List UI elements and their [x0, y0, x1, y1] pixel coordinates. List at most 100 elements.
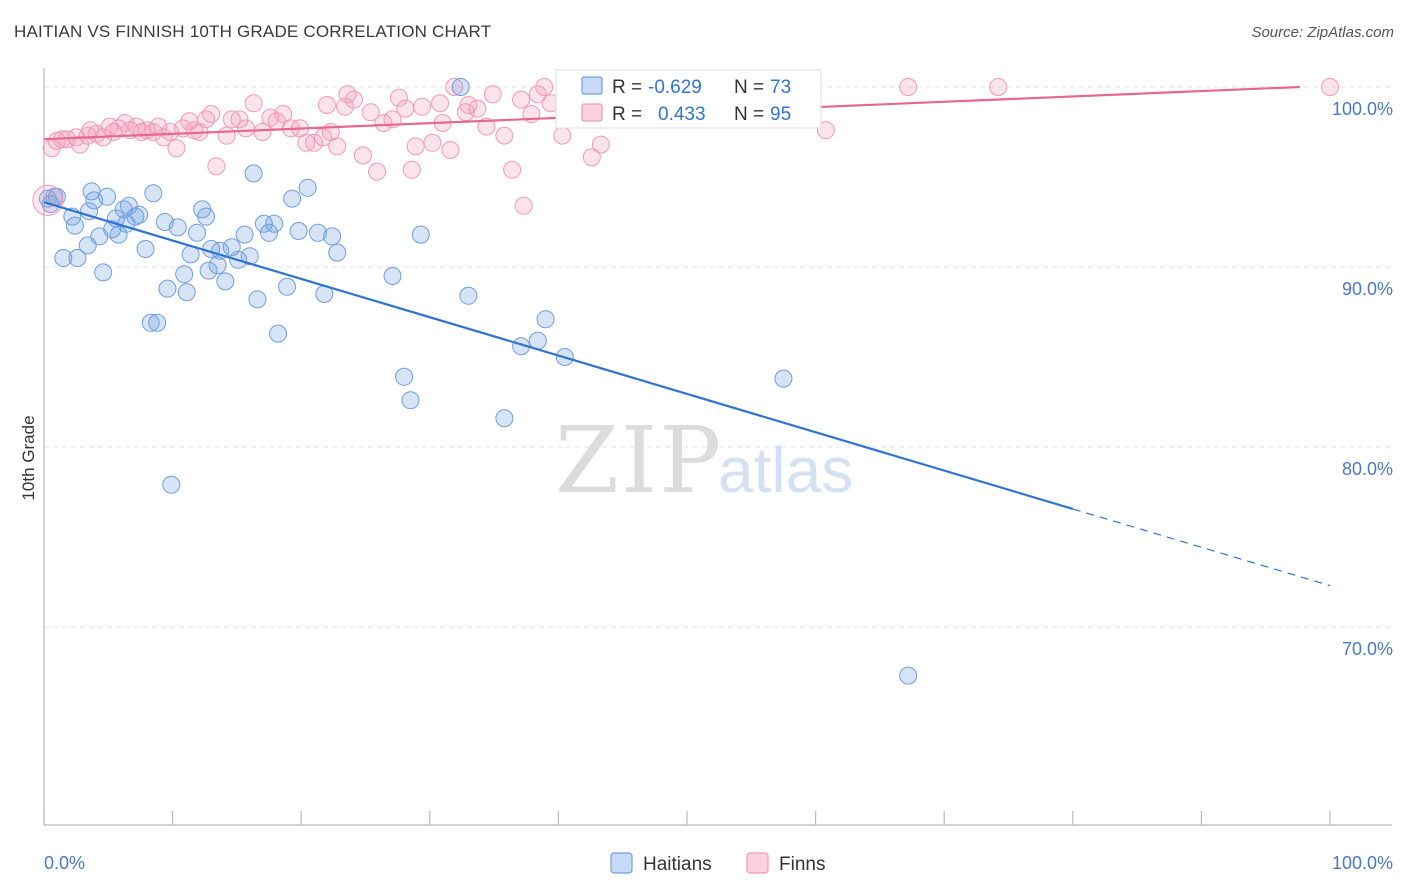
- haitian-point: [401, 391, 420, 410]
- finn-point: [495, 126, 514, 145]
- finn-point: [989, 78, 1008, 96]
- finn-point: [297, 133, 316, 152]
- finn-point: [244, 94, 263, 113]
- haitian-point: [148, 313, 167, 332]
- haitian-point: [459, 286, 478, 305]
- series-legend-swatch-haitians: [610, 852, 633, 874]
- haitian-point: [383, 267, 402, 285]
- haitian-point: [136, 240, 155, 258]
- haitian-point: [141, 313, 160, 332]
- y-tick-labels: 100.0% 90.0% 80.0% 70.0%: [1332, 99, 1393, 659]
- finn-point: [197, 110, 216, 129]
- axes: [43, 68, 1392, 826]
- legend-swatch-haitians: [581, 76, 603, 95]
- finn-point: [32, 184, 64, 216]
- finn-point: [317, 96, 336, 114]
- haitian-point: [536, 310, 555, 329]
- finn-point: [503, 160, 522, 179]
- watermark-zip: ZIP: [555, 407, 723, 514]
- finn-point: [402, 160, 421, 179]
- y-tick-label: 80.0%: [1342, 459, 1393, 479]
- finn-point: [445, 78, 464, 96]
- haitian-point: [451, 78, 470, 96]
- haitians-trend-extension: [1072, 508, 1331, 587]
- haitian-point: [254, 214, 273, 233]
- finn-point: [253, 123, 272, 141]
- finn-point: [816, 121, 835, 140]
- haitian-point: [197, 207, 216, 226]
- stats-legend: R = -0.629 N = 73 R = 0.433 N = 95: [555, 69, 822, 129]
- haitian-point: [130, 205, 149, 224]
- haitian-point: [199, 261, 218, 280]
- x-tick-labels: 0.0% 100.0%: [44, 853, 1393, 873]
- haitian-point: [208, 256, 227, 275]
- x-tick-label: 100.0%: [1332, 853, 1393, 873]
- haitian-point: [248, 290, 267, 309]
- haitians-trend-line: [43, 201, 1074, 510]
- finn-point: [274, 105, 293, 123]
- finn-point: [423, 133, 442, 152]
- finn-point: [468, 99, 487, 118]
- y-tick-label: 90.0%: [1342, 279, 1393, 299]
- haitian-point: [188, 223, 207, 242]
- haitian-point: [244, 164, 263, 183]
- finn-point: [512, 90, 531, 109]
- haitian-point: [899, 666, 918, 685]
- finn-point: [230, 110, 249, 129]
- series-legend: Haitians Finns: [610, 852, 825, 875]
- finn-point: [368, 162, 387, 181]
- haitian-point: [119, 196, 138, 215]
- finn-point: [459, 96, 478, 114]
- finn-point: [413, 97, 432, 116]
- legend-n-value-finns: 95: [770, 104, 791, 125]
- haitian-point: [265, 214, 284, 233]
- series-legend-swatch-finns: [746, 852, 769, 874]
- finn-point: [1321, 78, 1339, 96]
- haitian-point: [269, 324, 288, 343]
- finn-point: [361, 103, 380, 122]
- data-points: [32, 78, 1339, 685]
- haitian-point: [278, 277, 297, 296]
- y-axis-title: 10th Grade: [19, 415, 38, 500]
- haitian-point: [168, 218, 187, 237]
- haitian-point: [289, 222, 308, 240]
- haitian-point: [38, 189, 57, 208]
- haitian-point: [54, 249, 73, 267]
- finn-point: [207, 157, 226, 176]
- finn-point: [553, 126, 572, 145]
- haitian-point: [162, 475, 181, 494]
- legend-n-label: N =: [734, 77, 764, 98]
- finn-point: [202, 105, 221, 123]
- legend-n-value-haitians: 73: [770, 77, 791, 98]
- haitian-point: [240, 247, 259, 266]
- haitian-point: [395, 367, 414, 386]
- finn-point: [328, 137, 347, 156]
- series-legend-label-finns: Finns: [779, 854, 825, 875]
- zipatlas-watermark: ZIP atlas: [555, 407, 853, 514]
- finn-point: [167, 139, 186, 158]
- haitian-point: [94, 263, 113, 282]
- finn-point: [441, 141, 460, 159]
- haitian-point: [235, 225, 254, 244]
- chart-title: HAITIAN VS FINNISH 10TH GRADE CORRELATIO…: [14, 22, 492, 41]
- haitian-point: [298, 178, 317, 197]
- haitian-point: [158, 279, 177, 298]
- haitian-point: [283, 189, 302, 208]
- haitian-point: [774, 369, 793, 388]
- finn-point: [71, 135, 90, 154]
- haitian-point: [175, 265, 194, 284]
- finn-point: [535, 78, 554, 96]
- series-legend-label-haitians: Haitians: [643, 854, 712, 875]
- finn-point: [431, 94, 450, 113]
- haitian-point: [411, 225, 430, 244]
- finn-point: [528, 85, 547, 104]
- finn-point: [389, 88, 408, 107]
- finn-point: [483, 85, 502, 104]
- finn-point: [374, 114, 393, 132]
- finn-point: [514, 196, 533, 215]
- finn-point: [899, 78, 918, 96]
- finn-point: [406, 137, 425, 156]
- haitian-point: [323, 227, 342, 246]
- haitian-point: [308, 223, 327, 242]
